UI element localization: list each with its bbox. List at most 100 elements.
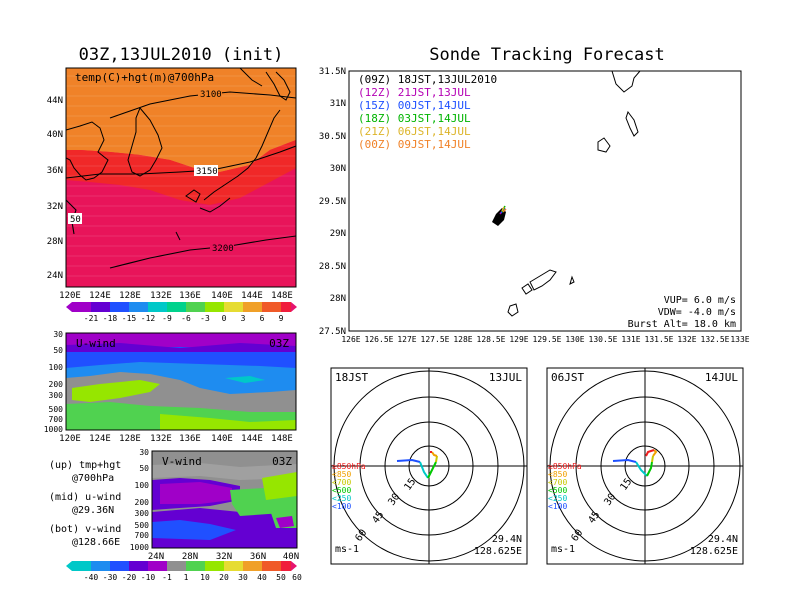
colorbar-tick: 40 <box>257 573 267 582</box>
uwind-label: U-wind <box>76 337 116 350</box>
colorbar-tick: -40 <box>84 573 99 582</box>
track-map: 31.5N 31N 30.5N 30N 29.5N 29N 28.5N 28N … <box>319 67 750 344</box>
sonde-param: VUP= 6.0 m/s <box>664 295 736 306</box>
pressure-tick: 100 <box>135 481 150 490</box>
track-legend-entry: (15Z) 00JST,14JUL <box>358 99 471 112</box>
colorbar-tick: -21 <box>84 314 99 323</box>
pressure-tick: 30 <box>53 330 63 339</box>
lon-tick-label: 140E <box>211 434 233 444</box>
hodo-date: 13JUL <box>489 371 522 384</box>
lon-tick-label: 132E <box>677 335 696 344</box>
lon-tick-label: 132.5E <box>701 335 730 344</box>
lat-tick-label: 29N <box>330 229 346 239</box>
hodograph-2: 06JST 14JUL ≥850hPa <850 <700 <500 <250 … <box>546 367 744 565</box>
lon-tick-label: 132E <box>150 434 172 444</box>
track-legend-entry: (21Z) 06JST,14JUL <box>358 125 471 138</box>
colorbar-tick: -12 <box>141 314 156 323</box>
colorbar-tick: -3 <box>200 314 210 323</box>
lat-tick-label: 24N <box>47 271 63 281</box>
lon-tick-label: 144E <box>241 291 263 301</box>
lat-tick-label: 28N <box>47 237 63 247</box>
legend-note: @128.66E <box>72 537 120 548</box>
colorbar-tick: 6 <box>260 314 265 323</box>
hodo-level: ≥850hPa <box>332 462 366 471</box>
track-legend-entry: (18Z) 03JST,14JUL <box>358 112 471 125</box>
hodo-date: 14JUL <box>705 371 738 384</box>
legend-note: (mid) u-wind <box>49 492 121 503</box>
colorbar-tick: -6 <box>181 314 191 323</box>
lon-tick-label: 129.5E <box>533 335 562 344</box>
colorbar-tick: -10 <box>141 573 156 582</box>
lon-tick-label: 127E <box>397 335 416 344</box>
colorbar-tick: -18 <box>103 314 118 323</box>
uwind-time: 03Z <box>269 337 289 350</box>
contour-label: 3100 <box>200 90 222 100</box>
lon-tick-label: 136E <box>179 434 201 444</box>
contour-label: 3150 <box>196 167 218 177</box>
lat-tick-label: 32N <box>47 202 63 212</box>
lon-tick-label: 132E <box>150 291 172 301</box>
lon-tick-label: 130E <box>565 335 584 344</box>
lat-tick-label: 40N <box>47 130 63 140</box>
hodo-level: <100 <box>332 502 351 511</box>
pressure-tick: 500 <box>135 521 150 530</box>
lon-tick-label: 120E <box>59 434 81 444</box>
colorbar-tick: 3 <box>241 314 246 323</box>
pressure-tick: 200 <box>135 498 150 507</box>
wind-colorbar <box>66 561 297 571</box>
pressure-tick: 100 <box>49 363 64 372</box>
colorbar-tick: 30 <box>238 573 248 582</box>
pressure-tick: 50 <box>53 346 63 355</box>
hodo-time: 06JST <box>551 371 584 384</box>
lon-tick-label: 128E <box>453 335 472 344</box>
hodo-level: <100 <box>548 502 567 511</box>
hodo-level: <850 <box>548 470 567 479</box>
colorbar-tick: -9 <box>162 314 172 323</box>
sonde-param: Burst Alt= 18.0 km <box>628 319 736 330</box>
lat-tick-label: 28.5N <box>319 262 346 272</box>
pressure-tick: 50 <box>139 464 149 473</box>
lon-tick-label: 130.5E <box>589 335 618 344</box>
lon-tick-label: 131.5E <box>645 335 674 344</box>
hodograph-1: 18JST 13JUL ≥850hPa <850 <700 <500 <250 … <box>330 367 528 565</box>
pressure-tick: 700 <box>135 531 150 540</box>
legend-note: @29.36N <box>72 505 114 516</box>
lon-tick-label: 131E <box>621 335 640 344</box>
vwind-time: 03Z <box>272 455 292 468</box>
lon-tick-label: 124E <box>89 434 111 444</box>
vwind-section <box>152 451 297 548</box>
colorbar-tick: 0 <box>222 314 227 323</box>
lat-tick-label: 31N <box>330 99 346 109</box>
pressure-tick: 300 <box>49 391 64 400</box>
lon-tick-label: 128E <box>119 434 141 444</box>
hodo-level: <700 <box>332 478 351 487</box>
temperature-map: 3100 3150 3200 50 <box>66 68 296 287</box>
hodo-lat: 29.4N <box>708 534 738 545</box>
lon-tick-label: 144E <box>241 434 263 444</box>
left-title: 03Z,13JUL2010 (init) <box>79 45 284 65</box>
colorbar-tick: -1 <box>162 573 172 582</box>
uwind-section <box>66 333 296 430</box>
colorbar-tick: 1 <box>184 573 189 582</box>
lat-tick-label: 31.5N <box>319 67 346 77</box>
pressure-tick: 30 <box>139 448 149 457</box>
track-legend-entry: (12Z) 21JST,13JUL <box>358 86 471 99</box>
hodo-lat: 29.4N <box>492 534 522 545</box>
hodo-lon: 128.625E <box>690 546 738 557</box>
colorbar-tick: 9 <box>279 314 284 323</box>
hodo-lon: 128.625E <box>474 546 522 557</box>
track-legend-entry: (00Z) 09JST,14JUL <box>358 138 471 151</box>
hodo-level: <700 <box>548 478 567 487</box>
lon-tick-label: 120E <box>59 291 81 301</box>
lat-tick-label: 28N <box>330 294 346 304</box>
lon-tick-label: 129E <box>509 335 528 344</box>
map-label: temp(C)+hgt(m)@700hPa <box>75 71 214 84</box>
contour-label: 50 <box>70 215 81 225</box>
hodo-level: ≥850hPa <box>548 462 582 471</box>
colorbar-tick: 20 <box>219 573 229 582</box>
hodo-level: <250 <box>548 494 567 503</box>
lat-tick-label: 28N <box>182 552 198 562</box>
lon-tick-label: 148E <box>271 291 293 301</box>
hodo-level: <500 <box>332 486 351 495</box>
right-title: Sonde Tracking Forecast <box>429 45 664 65</box>
